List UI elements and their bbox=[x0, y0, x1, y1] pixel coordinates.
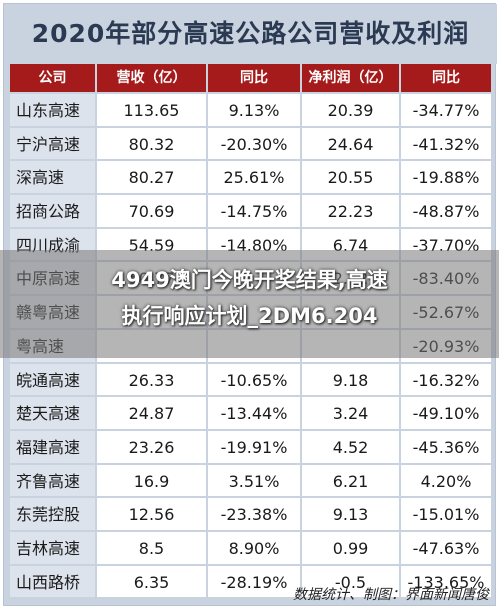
table-row: 齐鲁高速 16.9 3.51% 6.21 4.20% bbox=[10, 464, 491, 499]
revenue-cell: 8.5 bbox=[97, 531, 208, 566]
header-revenue-yoy: 同比 bbox=[208, 64, 302, 92]
revenue-yoy-cell: 9.13% bbox=[208, 94, 302, 128]
revenue-cell: 80.27 bbox=[97, 161, 208, 196]
credit-footer: 数据统计、制图：界面新闻唐俊 bbox=[293, 587, 489, 603]
revenue-cell: 6.35 bbox=[97, 565, 208, 600]
company-cell: 山东高速 bbox=[10, 94, 97, 128]
watermark-overlay-band bbox=[0, 250, 499, 358]
revenue-cell: 80.32 bbox=[97, 127, 208, 162]
profit-yoy-cell: -47.63% bbox=[401, 531, 491, 566]
table-row: 福建高速 23.26 -19.91% 4.52 -45.36% bbox=[10, 430, 491, 465]
profit-yoy-cell: -41.32% bbox=[401, 127, 491, 162]
profit-yoy-cell: -16.32% bbox=[401, 363, 491, 398]
header-profit-yoy: 同比 bbox=[401, 64, 491, 92]
profit-yoy-cell: -49.10% bbox=[401, 397, 491, 431]
table-row: 山西路桥 6.35 -28.19% -0.5 -133.65% bbox=[10, 565, 491, 600]
table-row: 深高速 80.27 25.61% 20.55 -19.88% bbox=[10, 161, 491, 196]
company-cell: 齐鲁高速 bbox=[10, 464, 97, 499]
net-profit-cell: 9.18 bbox=[302, 363, 401, 398]
revenue-yoy-cell: -20.30% bbox=[208, 127, 302, 162]
net-profit-cell: 9.13 bbox=[302, 498, 401, 532]
revenue-cell: 24.87 bbox=[97, 397, 208, 431]
profit-yoy-cell: -48.87% bbox=[401, 195, 491, 229]
profit-yoy-cell: -45.36% bbox=[401, 430, 491, 465]
net-profit-cell: 22.23 bbox=[302, 195, 401, 229]
table-header: 公司 营收（亿） 同比 净利润（亿） 同比 bbox=[10, 64, 491, 92]
company-cell: 深高速 bbox=[10, 161, 97, 196]
revenue-cell: 12.56 bbox=[97, 498, 208, 532]
revenue-cell: 23.26 bbox=[97, 430, 208, 465]
company-cell: 楚天高速 bbox=[10, 397, 97, 431]
revenue-yoy-cell: -14.75% bbox=[208, 195, 302, 229]
revenue-yoy-cell: -13.44% bbox=[208, 397, 302, 431]
revenue-yoy-cell: -19.91% bbox=[208, 430, 302, 465]
revenue-yoy-cell: 25.61% bbox=[208, 161, 302, 196]
header-company: 公司 bbox=[10, 64, 97, 92]
table-row: 招商公路 70.69 -14.75% 22.23 -48.87% bbox=[10, 195, 491, 229]
net-profit-cell: 24.64 bbox=[302, 127, 401, 162]
net-profit-cell: 4.52 bbox=[302, 430, 401, 465]
net-profit-cell: 3.24 bbox=[302, 397, 401, 431]
company-cell: 宁沪高速 bbox=[10, 127, 97, 162]
table-row: 皖通高速 26.33 -10.65% 9.18 -16.32% bbox=[10, 363, 491, 398]
net-profit-cell: 0.99 bbox=[302, 531, 401, 566]
revenue-yoy-cell: 3.51% bbox=[208, 464, 302, 499]
revenue-yoy-cell: -10.65% bbox=[208, 363, 302, 398]
table-row: 吉林高速 8.5 8.90% 0.99 -47.63% bbox=[10, 531, 491, 566]
table-row: 楚天高速 24.87 -13.44% 3.24 -49.10% bbox=[10, 397, 491, 431]
header-revenue: 营收（亿） bbox=[97, 64, 208, 92]
company-cell: 山西路桥 bbox=[10, 565, 97, 600]
revenue-cell: 16.9 bbox=[97, 464, 208, 499]
revenue-cell: 113.65 bbox=[97, 94, 208, 128]
company-cell: 东莞控股 bbox=[10, 498, 97, 532]
table-row: 山东高速 113.65 9.13% 20.39 -34.77% bbox=[10, 94, 491, 128]
net-profit-cell: 6.21 bbox=[302, 464, 401, 499]
net-profit-cell: 20.39 bbox=[302, 94, 401, 128]
overlay-line-1: 4949澳门今晚开奖结果,高速 bbox=[111, 268, 388, 292]
revenue-yoy-cell: -28.19% bbox=[208, 565, 302, 600]
revenue-cell: 26.33 bbox=[97, 363, 208, 398]
table-row: 宁沪高速 80.32 -20.30% 24.64 -41.32% bbox=[10, 127, 491, 162]
revenue-cell: 70.69 bbox=[97, 195, 208, 229]
profit-yoy-cell: 4.20% bbox=[401, 464, 491, 499]
header-net-profit: 净利润（亿） bbox=[302, 64, 401, 92]
company-cell: 招商公路 bbox=[10, 195, 97, 229]
page-title: 2020年部分高速公路公司营收及利润 bbox=[4, 4, 497, 64]
profit-yoy-cell: -15.01% bbox=[401, 498, 491, 532]
profit-yoy-cell: -34.77% bbox=[401, 94, 491, 128]
revenue-yoy-cell: -23.38% bbox=[208, 498, 302, 532]
profit-yoy-cell: -133.65% bbox=[401, 565, 491, 600]
company-cell: 福建高速 bbox=[10, 430, 97, 465]
company-cell: 皖通高速 bbox=[10, 363, 97, 398]
table-row: 东莞控股 12.56 -23.38% 9.13 -15.01% bbox=[10, 498, 491, 532]
company-cell: 吉林高速 bbox=[10, 531, 97, 566]
revenue-yoy-cell: 8.90% bbox=[208, 531, 302, 566]
net-profit-cell: 20.55 bbox=[302, 161, 401, 196]
overlay-line-2: 执行响应计划_2DM6.204 bbox=[121, 304, 378, 328]
profit-yoy-cell: -19.88% bbox=[401, 161, 491, 196]
watermark-overlay-text: 4949澳门今晚开奖结果,高速 执行响应计划_2DM6.204 bbox=[0, 262, 499, 334]
net-profit-cell: -0.5 bbox=[302, 565, 401, 600]
